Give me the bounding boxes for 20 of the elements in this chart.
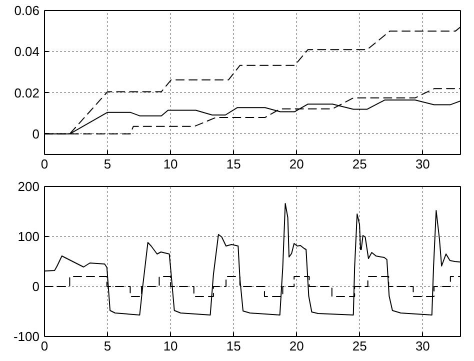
x-tick-label: 5 — [104, 338, 112, 354]
y-tick-label: 200 — [18, 179, 40, 194]
y-tick-label: 100 — [18, 229, 40, 244]
y-tick-label: -100 — [13, 329, 40, 344]
x-tick-label: 15 — [226, 338, 241, 354]
y-tick-label: 0 — [32, 126, 40, 142]
x-tick-label: 25 — [352, 338, 367, 354]
x-tick-label: 30 — [415, 338, 430, 354]
x-tick-label: 10 — [163, 156, 178, 172]
x-tick-label: 10 — [163, 338, 178, 354]
y-tick-label: 0.06 — [14, 3, 40, 18]
y-tick-label: 0.04 — [14, 44, 40, 60]
x-tick-label: 20 — [289, 338, 304, 354]
y-tick-label: 0 — [32, 279, 40, 294]
x-tick-label: 30 — [415, 156, 430, 172]
x-tick-label: 5 — [104, 156, 112, 172]
x-tick-label: 20 — [289, 156, 304, 172]
x-tick-label: 15 — [226, 156, 241, 172]
y-tick-label: 0.02 — [14, 85, 40, 100]
x-tick-label: 25 — [352, 156, 367, 172]
